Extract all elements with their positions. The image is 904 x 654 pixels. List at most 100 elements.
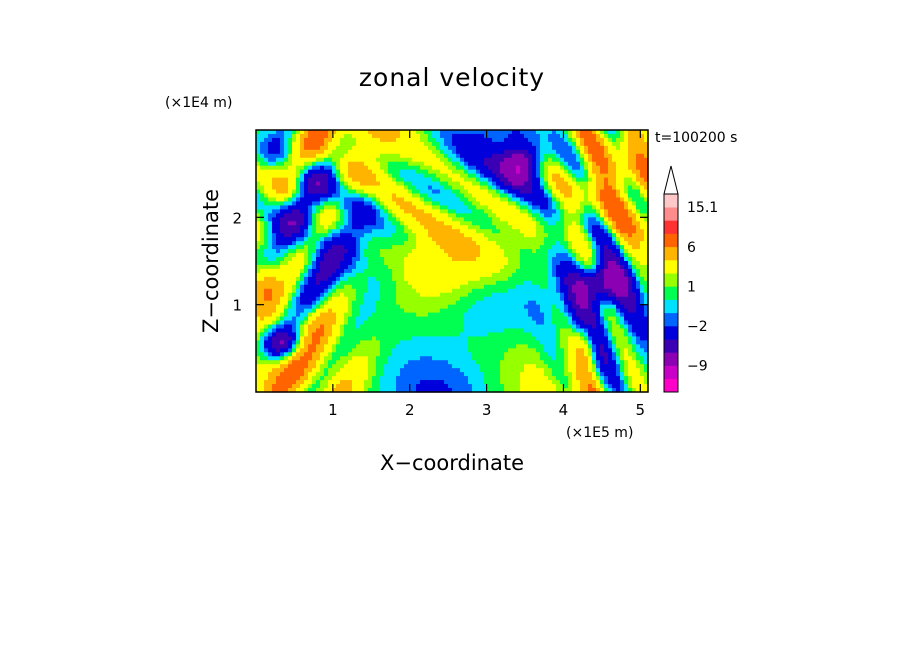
field-cell xyxy=(640,245,645,250)
field-cell xyxy=(376,284,381,290)
field-cell xyxy=(304,261,309,266)
field-cell xyxy=(632,177,637,183)
field-cell xyxy=(616,133,621,139)
field-cell xyxy=(348,213,353,218)
field-cell xyxy=(504,137,509,143)
field-cell xyxy=(632,169,637,175)
field-cell xyxy=(624,141,629,147)
field-cell xyxy=(456,205,461,210)
field-cell xyxy=(520,312,525,318)
field-cell xyxy=(260,284,265,290)
field-cell xyxy=(636,193,641,199)
field-cell xyxy=(344,209,349,214)
field-cell xyxy=(452,141,457,147)
field-cell xyxy=(548,237,553,242)
field-cell xyxy=(492,185,497,191)
field-cell xyxy=(620,280,625,286)
field-cell xyxy=(396,189,401,195)
field-cell xyxy=(328,229,333,234)
field-cell xyxy=(564,229,569,234)
field-cell xyxy=(644,308,649,314)
field-cell xyxy=(564,264,569,270)
field-cell xyxy=(320,213,325,218)
field-cell xyxy=(564,245,569,250)
field-cell xyxy=(432,296,437,302)
field-cell xyxy=(424,268,429,274)
field-cell xyxy=(580,165,585,171)
field-cell xyxy=(536,137,541,143)
field-cell xyxy=(400,197,405,203)
field-cell xyxy=(556,284,561,290)
field-cell xyxy=(296,209,301,214)
field-cell xyxy=(348,261,353,266)
field-cell xyxy=(480,300,485,306)
field-cell xyxy=(496,280,501,286)
field-cell xyxy=(336,177,341,183)
field-cell xyxy=(308,292,313,298)
field-cell xyxy=(420,193,425,199)
field-cell xyxy=(408,276,413,282)
field-cell xyxy=(516,157,521,163)
field-cell xyxy=(608,181,613,187)
field-cell xyxy=(532,149,537,155)
field-cell xyxy=(504,145,509,151)
field-cell xyxy=(636,209,641,214)
field-cell xyxy=(276,241,281,246)
field-cell xyxy=(296,324,301,330)
field-cell xyxy=(492,288,497,294)
field-cell xyxy=(344,149,349,155)
field-cell xyxy=(360,177,365,183)
field-cell xyxy=(476,257,481,262)
field-cell xyxy=(588,264,593,270)
field-cell xyxy=(556,141,561,147)
field-cell xyxy=(348,145,353,151)
field-cell xyxy=(356,209,361,214)
field-cell xyxy=(300,257,305,262)
field-cell xyxy=(280,229,285,234)
field-cell xyxy=(536,185,541,191)
field-cell xyxy=(496,130,501,135)
field-cell xyxy=(624,284,629,290)
field-cell xyxy=(276,312,281,318)
field-cell xyxy=(364,249,369,254)
field-cell xyxy=(560,264,565,270)
field-cell xyxy=(544,261,549,266)
field-cell xyxy=(424,280,429,286)
field-cell xyxy=(408,145,413,151)
field-cell xyxy=(468,284,473,290)
field-cell xyxy=(256,241,261,246)
field-cell xyxy=(276,221,281,226)
field-cell xyxy=(328,249,333,254)
field-cell xyxy=(500,237,505,242)
field-cell xyxy=(372,217,377,222)
field-cell xyxy=(472,209,477,214)
field-cell xyxy=(344,181,349,187)
field-cell xyxy=(520,276,525,282)
field-cell xyxy=(636,237,641,242)
field-cell xyxy=(444,209,449,214)
field-cell xyxy=(348,209,353,214)
field-cell xyxy=(456,130,461,135)
field-cell xyxy=(604,312,609,318)
field-cell xyxy=(536,181,541,187)
field-cell xyxy=(464,257,469,262)
field-cell xyxy=(264,245,269,250)
field-cell xyxy=(488,304,493,310)
field-cell xyxy=(600,264,605,270)
field-cell xyxy=(600,324,605,330)
field-cell xyxy=(380,185,385,191)
field-cell xyxy=(392,328,397,334)
field-cell xyxy=(312,157,317,163)
field-cell xyxy=(340,261,345,266)
field-cell xyxy=(480,173,485,179)
field-cell xyxy=(644,268,649,274)
field-cell xyxy=(312,280,317,286)
field-cell xyxy=(568,177,573,183)
field-cell xyxy=(428,189,433,195)
field-cell xyxy=(428,221,433,226)
field-cell xyxy=(576,328,581,334)
field-cell xyxy=(584,284,589,290)
field-cell xyxy=(616,201,621,207)
field-cell xyxy=(608,288,613,294)
field-cell xyxy=(324,257,329,262)
